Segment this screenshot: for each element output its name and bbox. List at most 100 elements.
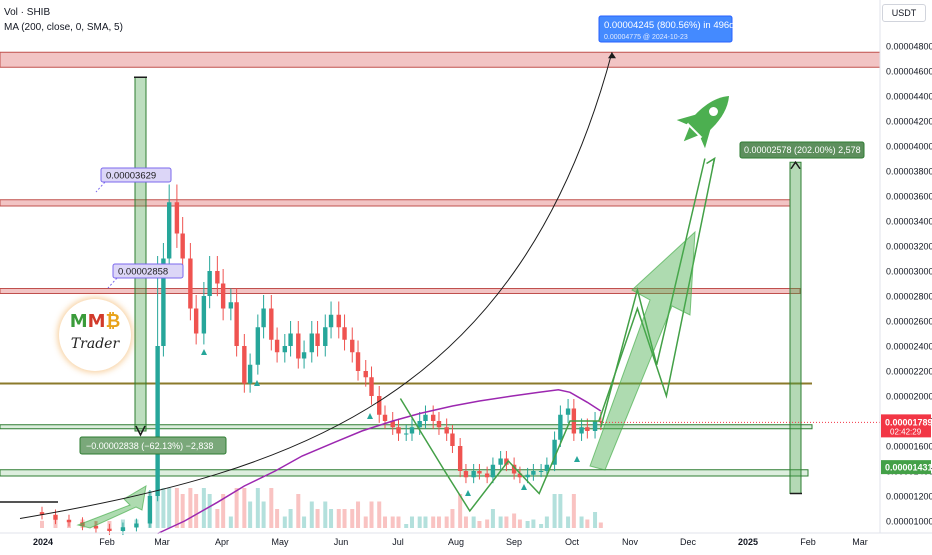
candle-body xyxy=(369,377,374,396)
candle-body xyxy=(242,346,247,384)
candle-body xyxy=(269,308,274,340)
volume-bar xyxy=(423,516,428,528)
measure-label-2: 0.00002578 (202.00%) 2,578 xyxy=(744,145,861,155)
candle-body xyxy=(161,258,166,346)
logo-letter-m2: M xyxy=(87,311,106,332)
currency-button[interactable]: USDT xyxy=(882,4,926,22)
candle-body xyxy=(301,352,307,359)
candle-body xyxy=(93,526,99,529)
chart-legend: Vol · SHIB MA (200, close, 0, SMA, 5) xyxy=(4,5,123,35)
volume-bar xyxy=(552,494,557,528)
volume-bar xyxy=(350,509,355,528)
volume-bar xyxy=(261,501,266,528)
candle-body xyxy=(228,302,234,309)
volume-bar xyxy=(174,488,179,528)
x-tick-label: Feb xyxy=(99,537,115,547)
candle-body xyxy=(220,283,226,309)
zigzag-1-projection xyxy=(600,158,706,428)
y-tick-label: 0.00002400 xyxy=(886,342,932,352)
volume-bar xyxy=(188,488,193,528)
y-tick-label: 0.00004000 xyxy=(886,142,932,152)
price-callout-pointer xyxy=(95,181,106,193)
volume-bar xyxy=(585,519,590,528)
signal-marker xyxy=(201,349,207,355)
volume-bar xyxy=(161,488,166,528)
candle-body xyxy=(107,528,112,531)
candle-body xyxy=(261,308,266,328)
candle-body xyxy=(592,421,598,431)
x-tick-label: Aug xyxy=(448,537,464,547)
price-callout-label: 0.00003629 xyxy=(106,171,156,182)
x-tick-label: May xyxy=(271,537,289,547)
volume-bar xyxy=(288,509,293,528)
signal-marker xyxy=(574,456,580,462)
volume-bar xyxy=(180,494,185,528)
volume-bar xyxy=(363,516,368,528)
candle-body xyxy=(525,474,530,478)
candle-body xyxy=(477,471,482,474)
candle-body xyxy=(53,514,58,520)
candle-body xyxy=(201,296,207,334)
volume-bar xyxy=(593,512,598,528)
logo-subtitle: Trader xyxy=(70,336,120,352)
volume-bar xyxy=(436,516,441,528)
candle-body xyxy=(193,308,199,334)
y-tick-label: 0.00002600 xyxy=(886,317,932,327)
candle-body xyxy=(309,333,314,353)
candle-body xyxy=(66,519,72,523)
candle-body xyxy=(511,464,517,474)
candle-body xyxy=(390,421,395,428)
volume-bar xyxy=(242,488,247,528)
volume-bar xyxy=(417,516,422,528)
candle-body xyxy=(382,414,388,421)
rocket-flame xyxy=(683,127,698,142)
volume-bar xyxy=(566,516,571,528)
volume-bar xyxy=(431,516,436,528)
candle-body xyxy=(234,302,239,346)
signal-marker xyxy=(254,380,260,386)
x-tick-label: Jun xyxy=(334,537,349,547)
candle-body xyxy=(323,327,328,346)
candle-body xyxy=(471,471,476,478)
price-callout-box xyxy=(100,167,172,183)
volume-bar xyxy=(490,509,495,528)
candle-body xyxy=(188,258,193,309)
volume-bar xyxy=(477,521,482,528)
volume-bar xyxy=(458,494,463,528)
volume-bar xyxy=(315,509,320,528)
candle-body xyxy=(134,523,139,528)
x-tick-label: Mar xyxy=(154,537,170,547)
x-tick-label: 2024 xyxy=(33,537,53,547)
x-tick-label: Nov xyxy=(622,537,639,547)
candle-body xyxy=(120,527,126,531)
y-tick-label: 0.00002200 xyxy=(886,367,932,377)
volume-bar xyxy=(269,488,274,528)
price-zone xyxy=(0,199,791,207)
volume-bar xyxy=(282,516,287,528)
x-tick-label: Mar xyxy=(852,537,868,547)
candle-body xyxy=(396,427,401,434)
candle-body xyxy=(315,333,320,346)
candle-body xyxy=(328,314,334,328)
candle-countdown: 02:42:29 xyxy=(890,427,922,436)
small-up-arrow xyxy=(76,485,147,529)
volume-bar xyxy=(525,521,530,528)
candle-body xyxy=(274,339,280,353)
volume-bar xyxy=(155,488,160,528)
volume-bar xyxy=(167,488,172,528)
candle-body xyxy=(565,408,571,415)
y-tick-label: 0.00003400 xyxy=(886,217,932,227)
volume-bar xyxy=(296,494,301,528)
candle-body xyxy=(436,421,442,428)
volume-bar xyxy=(234,488,239,528)
candle-body xyxy=(336,314,341,328)
price-callout-label: 0.00002858 xyxy=(118,267,168,278)
growth-curve xyxy=(19,52,613,519)
rocket-fins xyxy=(676,114,711,149)
candle-body xyxy=(538,471,544,472)
candle-body xyxy=(174,202,180,234)
x-tick-label: Apr xyxy=(215,537,229,547)
big-up-arrow xyxy=(589,230,696,471)
